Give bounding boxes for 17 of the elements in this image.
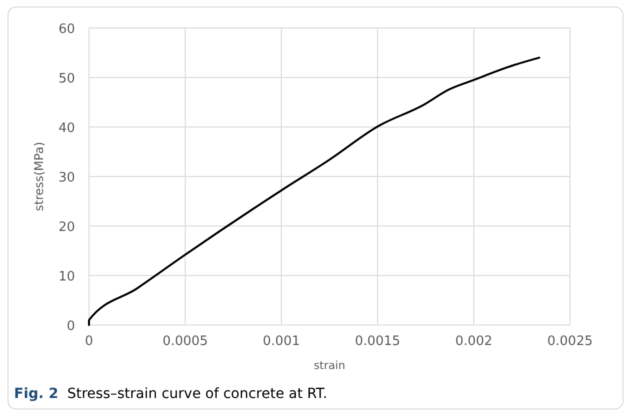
- x-axis-title: strain: [314, 359, 346, 372]
- y-tick-label: 50: [58, 72, 75, 86]
- y-tick-label: 0: [66, 319, 75, 334]
- x-tick-label: 0.0005: [162, 334, 208, 349]
- x-tick-label: 0.001: [262, 334, 300, 349]
- x-tick-label: 0.0015: [354, 334, 400, 349]
- x-tick-label: 0: [84, 334, 94, 349]
- y-tick-label: 40: [58, 121, 75, 136]
- line-series: [88, 56, 540, 326]
- x-tick-label: 0.0025: [547, 334, 593, 349]
- text: Fig. 2 Stress–strain curve of concrete at RT.: [14, 386, 328, 402]
- y-tick-label: 20: [58, 220, 75, 235]
- y-tick-label: 30: [58, 170, 75, 186]
- y-tick-label: 60: [58, 22, 75, 37]
- y-axis-title: stress(MPa): [32, 142, 46, 212]
- x-tick-label: 0.002: [455, 334, 492, 349]
- y-tick-label: 10: [58, 270, 75, 284]
